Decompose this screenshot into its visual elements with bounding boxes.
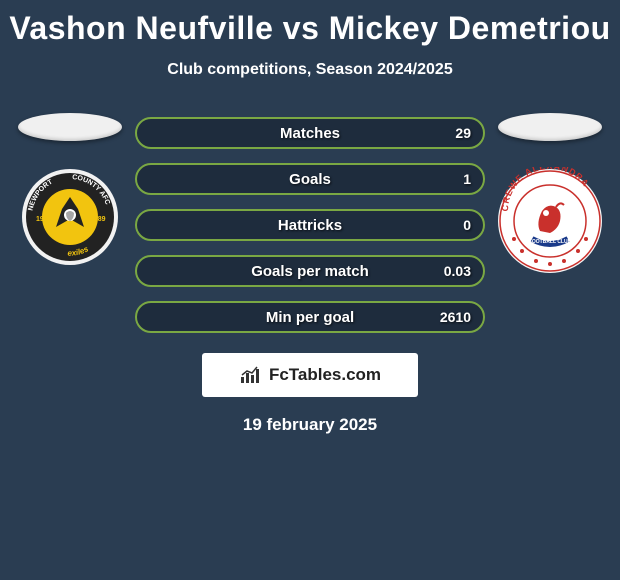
brand-box: FcTables.com [202, 353, 418, 397]
stat-row: Goals per match 0.03 [135, 255, 485, 287]
stat-label: Matches [280, 125, 340, 142]
stat-label: Goals [289, 171, 331, 188]
page-title: Vashon Neufville vs Mickey Demetriou [0, 10, 620, 47]
stats-list: Matches 29 Goals 1 Hattricks 0 Goals per… [135, 113, 485, 333]
stat-label: Hattricks [278, 217, 342, 234]
stat-value: 0.03 [444, 263, 471, 279]
right-flag [498, 113, 602, 141]
date-text: 19 february 2025 [243, 415, 377, 435]
right-side: FOOTBALL CLUB CREWE ALEXANDRA [495, 113, 605, 280]
comparison-content: NEWPORT COUNTY AFC exiles 1912 1989 Matc… [0, 113, 620, 333]
stat-value: 29 [455, 125, 471, 141]
stat-row: Matches 29 [135, 117, 485, 149]
stat-row: Goals 1 [135, 163, 485, 195]
subtitle: Club competitions, Season 2024/2025 [0, 61, 620, 79]
left-side: NEWPORT COUNTY AFC exiles 1912 1989 [15, 113, 125, 272]
footer: FcTables.com 19 february 2025 [0, 353, 620, 435]
svg-text:1912: 1912 [36, 216, 52, 223]
left-club-badge: NEWPORT COUNTY AFC exiles 1912 1989 [20, 167, 120, 272]
stat-row: Min per goal 2610 [135, 301, 485, 333]
brand-text: FcTables.com [269, 365, 381, 385]
stat-label: Min per goal [266, 309, 354, 326]
stat-value: 2610 [440, 309, 471, 325]
stat-row: Hattricks 0 [135, 209, 485, 241]
svg-text:FOOTBALL CLUB: FOOTBALL CLUB [529, 239, 572, 245]
svg-text:1989: 1989 [90, 216, 106, 223]
stat-value: 0 [463, 217, 471, 233]
left-flag [18, 113, 122, 141]
stat-value: 1 [463, 171, 471, 187]
chart-icon [239, 365, 263, 385]
right-club-badge: FOOTBALL CLUB CREWE ALEXANDRA [496, 167, 604, 280]
stat-label: Goals per match [251, 263, 369, 280]
